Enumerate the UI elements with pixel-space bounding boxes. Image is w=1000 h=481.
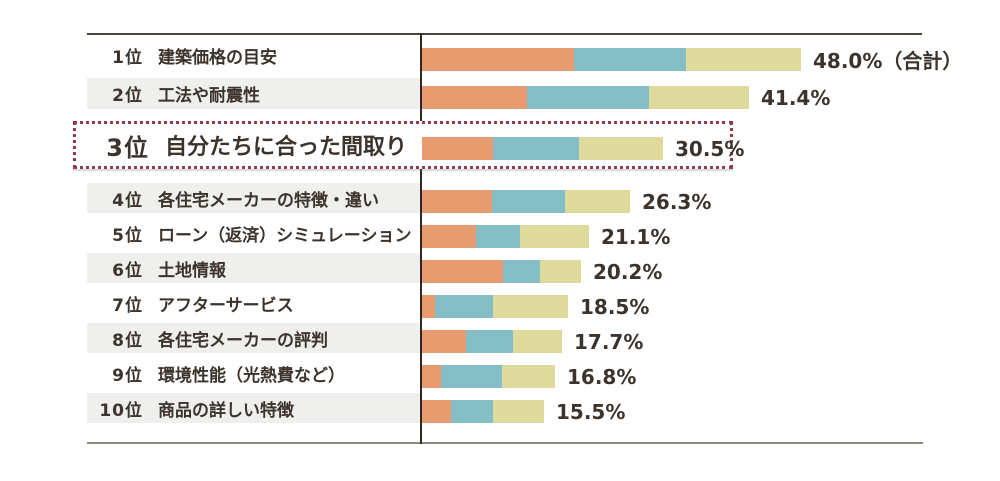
bar-segment-khaki — [493, 295, 568, 318]
bar-segment-orange — [422, 48, 574, 71]
topic-label: 各住宅メーカーの特徴・違い — [158, 190, 379, 211]
bar-segment-teal — [574, 48, 686, 71]
stacked-bar-9: 16.8% — [422, 364, 637, 389]
topic-label: 各住宅メーカーの評判 — [158, 330, 328, 351]
bar-segment-khaki — [649, 86, 749, 109]
bar-segment-khaki — [686, 48, 801, 71]
bar-segment-orange — [422, 137, 493, 160]
chart-top-border — [87, 33, 922, 35]
bar-segment-teal — [527, 86, 649, 109]
rank-row-4: 4位 各住宅メーカーの特徴・違い — [87, 183, 420, 213]
percent-label: 18.5% — [580, 294, 650, 319]
rank-row-8: 8位 各住宅メーカーの評判 — [87, 323, 420, 353]
rank-label: 9位 — [112, 365, 143, 386]
stacked-bar-10: 15.5% — [422, 399, 626, 424]
rank-row-5: 5位 ローン（返済）シミュレーション — [87, 218, 420, 248]
rank-row-6: 6位 土地情報 — [87, 253, 420, 283]
rank-row-10: 10位 商品の詳しい特徴 — [87, 393, 420, 423]
topic-label: ローン（返済）シミュレーション — [158, 225, 412, 246]
stacked-bar-7: 18.5% — [422, 294, 650, 319]
bar-segment-teal — [492, 190, 565, 213]
rank-label: 6位 — [112, 260, 143, 281]
bar-segment-teal — [493, 137, 579, 160]
percent-label: 41.4% — [761, 85, 831, 110]
percent-label: 21.1% — [601, 224, 671, 249]
bar-segment-orange — [422, 400, 451, 423]
topic-label: 環境性能（光熱費など） — [158, 365, 345, 386]
rank-label: 7位 — [112, 295, 143, 316]
bar-segment-khaki — [540, 260, 581, 283]
percent-label: 16.8% — [567, 364, 637, 389]
percent-label: 17.7% — [574, 329, 644, 354]
bar-segment-khaki — [520, 225, 589, 248]
bar-segment-teal — [476, 225, 520, 248]
bar-segment-khaki — [565, 190, 630, 213]
stacked-bar-5: 21.1% — [422, 224, 671, 249]
topic-label: アフターサービス — [158, 295, 294, 316]
topic-label: 工法や耐震性 — [158, 86, 260, 106]
bar-segment-teal — [466, 330, 513, 353]
bar-segment-orange — [422, 225, 476, 248]
rank-label: 2位 — [112, 86, 143, 106]
rank-row-7: 7位 アフターサービス — [87, 288, 420, 318]
topic-label: 自分たちに合った間取り — [165, 135, 408, 160]
bar-segment-teal — [435, 295, 493, 318]
percent-label: 15.5% — [556, 399, 626, 424]
bar-segment-orange — [422, 365, 441, 388]
rank-row-2: 2位 工法や耐震性 — [87, 78, 420, 109]
rank-label: 8位 — [112, 330, 143, 351]
rank-label: 5位 — [112, 225, 143, 246]
rank-row-1: 1位 建築価格の目安 — [87, 40, 420, 71]
bar-segment-orange — [422, 295, 435, 318]
bar-segment-teal — [451, 400, 493, 423]
percent-label: 30.5% — [675, 136, 745, 161]
rank3-highlight-box — [73, 121, 733, 169]
stacked-bar-1: 48.0%（合計） — [422, 48, 963, 73]
stacked-bar-8: 17.7% — [422, 329, 644, 354]
stacked-bar-4: 26.3% — [422, 189, 712, 214]
rank-label: 1位 — [112, 48, 143, 68]
bar-segment-khaki — [493, 400, 544, 423]
rank-row-9: 9位 環境性能（光熱費など） — [87, 358, 420, 388]
topic-label: 商品の詳しい特徴 — [158, 400, 294, 421]
axis-baseline — [420, 33, 422, 444]
chart-bottom-border — [87, 442, 923, 444]
stacked-bar-2: 41.4% — [422, 85, 831, 110]
stacked-bar-3: 30.5% — [422, 136, 745, 161]
rank-label: 3位 — [106, 133, 149, 162]
stacked-bar-6: 20.2% — [422, 259, 663, 284]
bar-segment-orange — [422, 86, 527, 109]
topic-label: 土地情報 — [158, 260, 226, 281]
bar-segment-khaki — [502, 365, 555, 388]
bar-segment-orange — [422, 260, 503, 283]
topic-label: 建築価格の目安 — [158, 48, 277, 68]
rank-label: 10位 — [99, 400, 143, 421]
bar-segment-orange — [422, 330, 466, 353]
bar-segment-khaki — [513, 330, 562, 353]
bar-segment-teal — [441, 365, 502, 388]
percent-label: 20.2% — [593, 259, 663, 284]
bar-segment-teal — [503, 260, 540, 283]
rank-row-3-highlighted: 3位 自分たちに合った間取り — [87, 121, 420, 169]
bar-segment-khaki — [579, 137, 663, 160]
rank-label: 4位 — [112, 190, 143, 211]
percent-label: 48.0%（合計） — [813, 49, 963, 73]
bar-segment-orange — [422, 190, 492, 213]
percent-label: 26.3% — [642, 189, 712, 214]
